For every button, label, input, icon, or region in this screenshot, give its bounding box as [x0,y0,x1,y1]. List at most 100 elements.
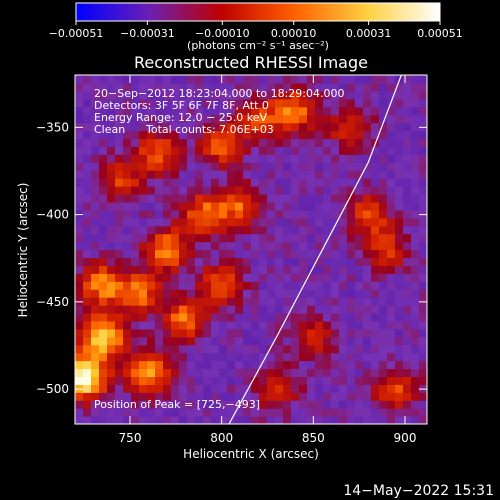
heatmap-cell [75,130,84,140]
heatmap-cell [283,360,292,370]
heatmap-cell [211,162,220,171]
heatmap-cell [211,201,220,211]
heatmap-cell [299,98,308,108]
heatmap-cell [299,336,308,346]
heatmap-cell [75,249,84,259]
heatmap-cell [91,392,100,401]
heatmap-cell [355,178,364,187]
heatmap-cell [83,241,92,251]
heatmap-cell [91,98,100,108]
heatmap-cell [147,328,156,338]
heatmap-cell [195,360,204,370]
heatmap-cell [251,408,260,417]
heatmap-cell [235,193,244,203]
heatmap-cell [219,360,228,370]
heatmap-cell [355,217,364,227]
heatmap-cell [139,178,148,187]
heatmap-cell [195,265,204,274]
heatmap-cell [235,249,244,259]
heatmap-cell [267,146,276,155]
heatmap-cell [203,257,212,266]
heatmap-cell [99,281,108,290]
heatmap-cell [299,273,308,282]
heatmap-cell [355,225,364,235]
heatmap-cell [83,82,92,92]
heatmap-cell [139,320,148,330]
heatmap-cell [131,241,140,251]
heatmap-cell [363,209,372,219]
heatmap-cell [299,241,308,251]
heatmap-cell [115,312,124,322]
heatmap-cell [131,257,140,266]
heatmap-cell [107,90,116,100]
heatmap-cell [291,408,300,417]
heatmap-cell [275,265,284,274]
heatmap-cell [171,122,180,132]
heatmap-cell [259,241,268,251]
heatmap-cell [179,114,188,124]
heatmap-cell [147,257,156,266]
heatmap-cell [211,344,220,354]
heatmap-cell [227,352,236,362]
heatmap-cell [83,75,92,84]
heatmap-cell [243,114,252,124]
heatmap-cell [267,344,276,354]
heatmap-cell [371,162,380,171]
heatmap-cell [259,265,268,274]
heatmap-cell [131,305,140,314]
heatmap-cell [419,249,427,259]
heatmap-cell [355,384,364,393]
heatmap-cell [323,392,332,401]
heatmap-cell [339,162,348,171]
heatmap-cell [387,233,396,243]
heatmap-cell [155,75,164,84]
heatmap-cell [219,130,228,140]
heatmap-cell [195,400,204,409]
heatmap-cell [179,75,188,84]
heatmap-cell [411,162,420,171]
heatmap-cell [91,193,100,203]
heatmap-cell [331,114,340,124]
heatmap-cell [259,201,268,211]
heatmap-cell [99,186,108,195]
heatmap-cell [171,352,180,362]
heatmap-cell [83,328,92,338]
heatmap-cell [251,186,260,195]
heatmap-cell [179,217,188,227]
heatmap-cell [251,233,260,243]
heatmap-cell [235,392,244,401]
heatmap-cell [307,233,316,243]
heatmap-cell [395,384,404,393]
heatmap-cell [147,114,156,124]
heatmap-cell [219,312,228,322]
heatmap-cell [299,368,308,378]
heatmap-cell [275,408,284,417]
heatmap-cell [331,257,340,266]
heatmap-cell [259,257,268,266]
heatmap-cell [115,178,124,187]
heatmap-cell [251,130,260,140]
heatmap-cell [267,273,276,282]
heatmap-cell [155,162,164,171]
heatmap-cell [83,352,92,362]
heatmap-cell [275,384,284,393]
heatmap-cell [379,384,388,393]
heatmap-cell [163,138,172,147]
heatmap-cell [299,114,308,124]
heatmap-cell [195,98,204,108]
heatmap-cell [243,384,252,393]
heatmap-cell [155,265,164,274]
heatmap-cell [411,75,420,84]
heatmap-cell [131,352,140,362]
heatmap-cell [243,328,252,338]
heatmap-cell [203,392,212,401]
heatmap-cell [387,312,396,322]
heatmap-cell [347,257,356,266]
heatmap-cell [99,75,108,84]
heatmap-cell [187,392,196,401]
heatmap-cell [307,392,316,401]
heatmap-cell [99,154,108,163]
heatmap-cell [211,368,220,378]
heatmap-cell [123,416,132,424]
heatmap-cell [395,154,404,163]
